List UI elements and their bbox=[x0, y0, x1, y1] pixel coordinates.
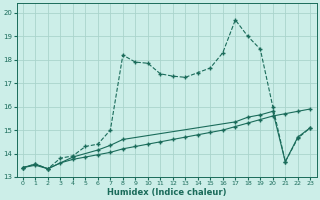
X-axis label: Humidex (Indice chaleur): Humidex (Indice chaleur) bbox=[107, 188, 226, 197]
